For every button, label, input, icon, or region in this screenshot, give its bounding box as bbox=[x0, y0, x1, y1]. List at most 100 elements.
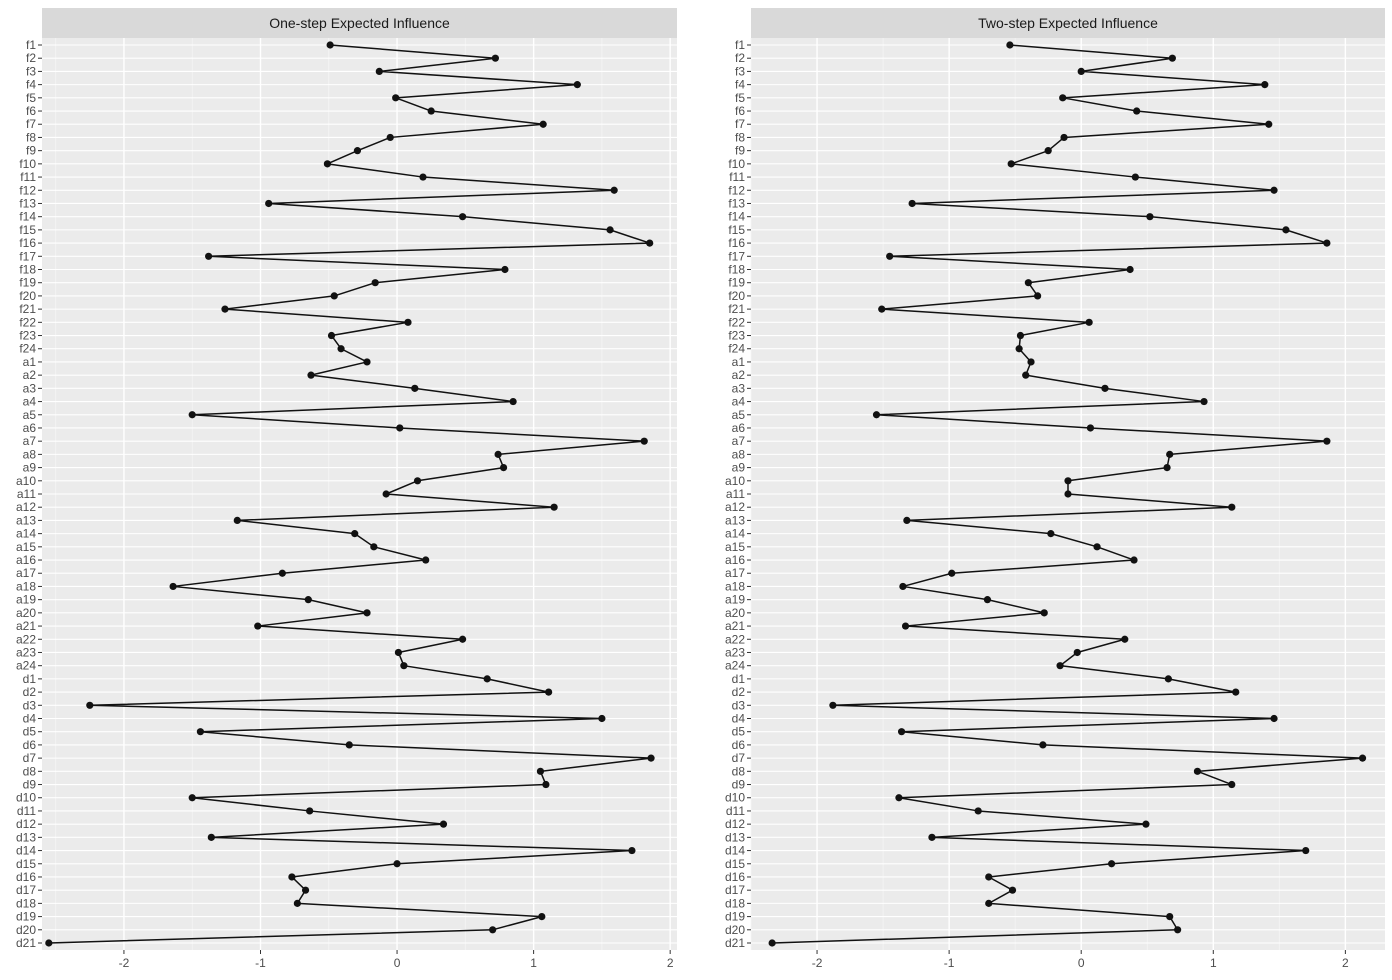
x-tick-label: 2 bbox=[1342, 956, 1349, 970]
data-point-d3 bbox=[829, 701, 837, 709]
data-point-a1 bbox=[1027, 358, 1035, 366]
y-tick-label: d12 bbox=[725, 817, 745, 831]
y-tick-label: a12 bbox=[16, 500, 36, 514]
y-tick-label: f17 bbox=[19, 249, 36, 263]
data-point-f22 bbox=[404, 318, 412, 326]
data-point-d1 bbox=[1164, 675, 1172, 683]
data-point-f24 bbox=[1015, 345, 1023, 353]
data-point-d1 bbox=[483, 675, 491, 683]
y-tick-label: f3 bbox=[26, 64, 36, 78]
y-tick-label: f16 bbox=[19, 236, 36, 250]
facet-strip bbox=[751, 8, 1385, 38]
data-point-a17 bbox=[948, 569, 956, 577]
data-point-f2 bbox=[491, 54, 499, 62]
data-point-f5 bbox=[1059, 94, 1067, 102]
x-tick-label: 2 bbox=[667, 956, 674, 970]
data-point-a14 bbox=[351, 530, 359, 538]
y-tick-label: a23 bbox=[16, 645, 36, 659]
y-tick-label: a15 bbox=[16, 540, 36, 554]
data-point-f10 bbox=[1007, 160, 1015, 168]
y-tick-label: a24 bbox=[725, 659, 745, 673]
y-tick-label: a22 bbox=[16, 632, 36, 646]
y-tick-label: d17 bbox=[16, 883, 36, 897]
data-point-d8 bbox=[536, 767, 545, 775]
data-point-a5 bbox=[188, 411, 196, 419]
data-point-d17 bbox=[301, 886, 310, 894]
data-point-d13 bbox=[928, 833, 936, 841]
data-point-d11 bbox=[306, 807, 314, 815]
y-tick-label: d20 bbox=[16, 923, 36, 937]
x-tick-label: -2 bbox=[119, 956, 130, 970]
y-tick-label: d5 bbox=[732, 725, 746, 739]
data-point-a3 bbox=[1101, 384, 1109, 392]
y-tick-label: a20 bbox=[16, 606, 36, 620]
y-tick-label: d6 bbox=[23, 738, 37, 752]
data-point-f9 bbox=[1044, 147, 1052, 155]
data-point-d11 bbox=[974, 807, 982, 815]
data-point-a23 bbox=[394, 648, 403, 657]
data-point-f20 bbox=[330, 292, 338, 300]
y-tick-label: f20 bbox=[728, 289, 745, 303]
data-point-f3 bbox=[1077, 67, 1085, 76]
y-tick-label: a7 bbox=[732, 434, 746, 448]
y-tick-label: a2 bbox=[23, 368, 37, 382]
data-point-d15 bbox=[1107, 860, 1116, 868]
data-point-f4 bbox=[1261, 81, 1269, 89]
data-point-d12 bbox=[1142, 820, 1150, 828]
y-tick-label: a21 bbox=[725, 619, 745, 633]
y-tick-label: f2 bbox=[735, 51, 745, 65]
data-point-a6 bbox=[396, 424, 404, 432]
y-tick-label: a19 bbox=[16, 593, 36, 607]
y-tick-label: a8 bbox=[23, 447, 37, 461]
y-tick-label: a9 bbox=[732, 461, 746, 475]
data-point-a16 bbox=[1130, 556, 1138, 564]
data-point-a21 bbox=[901, 622, 910, 630]
data-point-a2 bbox=[307, 371, 315, 379]
y-tick-label: a19 bbox=[725, 593, 745, 607]
y-tick-label: a13 bbox=[16, 513, 36, 527]
data-point-d2 bbox=[1232, 688, 1240, 696]
data-point-f12 bbox=[1270, 186, 1278, 194]
data-point-d7 bbox=[647, 754, 655, 762]
data-point-f13 bbox=[908, 199, 916, 208]
data-point-a9 bbox=[1163, 463, 1171, 472]
y-tick-label: f9 bbox=[26, 144, 36, 158]
data-point-f18 bbox=[1126, 265, 1134, 274]
y-tick-label: d4 bbox=[732, 712, 746, 726]
y-tick-label: f15 bbox=[19, 223, 36, 237]
data-point-a13 bbox=[233, 516, 241, 525]
y-tick-label: a5 bbox=[732, 408, 746, 422]
y-tick-label: a18 bbox=[16, 579, 36, 593]
data-point-f4 bbox=[573, 81, 581, 89]
data-point-f8 bbox=[386, 133, 394, 142]
y-tick-label: f24 bbox=[19, 342, 36, 356]
data-point-a16 bbox=[422, 556, 430, 564]
y-tick-label: d18 bbox=[16, 896, 36, 910]
data-point-d4 bbox=[598, 714, 606, 723]
data-point-a12 bbox=[550, 503, 558, 511]
y-tick-label: d21 bbox=[16, 936, 36, 950]
y-tick-label: f2 bbox=[26, 51, 36, 65]
data-point-d17 bbox=[1008, 886, 1017, 894]
data-point-f9 bbox=[353, 147, 362, 155]
data-point-f5 bbox=[392, 94, 400, 102]
data-point-f16 bbox=[646, 239, 654, 247]
data-point-d21 bbox=[768, 939, 776, 947]
data-point-a22 bbox=[459, 635, 467, 643]
data-point-a12 bbox=[1228, 503, 1236, 511]
y-tick-label: d10 bbox=[725, 791, 745, 805]
data-point-f8 bbox=[1060, 133, 1068, 142]
data-point-d16 bbox=[985, 873, 993, 881]
x-tick-label: -1 bbox=[255, 956, 266, 970]
y-tick-label: a22 bbox=[725, 632, 745, 646]
y-tick-label: a20 bbox=[725, 606, 745, 620]
data-point-f18 bbox=[501, 265, 509, 274]
data-point-a8 bbox=[1166, 450, 1174, 458]
y-tick-label: a16 bbox=[725, 553, 745, 567]
y-tick-label: a18 bbox=[725, 579, 745, 593]
y-tick-label: f23 bbox=[19, 329, 36, 343]
y-tick-label: a3 bbox=[23, 381, 37, 395]
y-tick-label: d1 bbox=[23, 672, 37, 686]
y-tick-label: d2 bbox=[732, 685, 746, 699]
y-tick-label: d14 bbox=[16, 844, 36, 858]
